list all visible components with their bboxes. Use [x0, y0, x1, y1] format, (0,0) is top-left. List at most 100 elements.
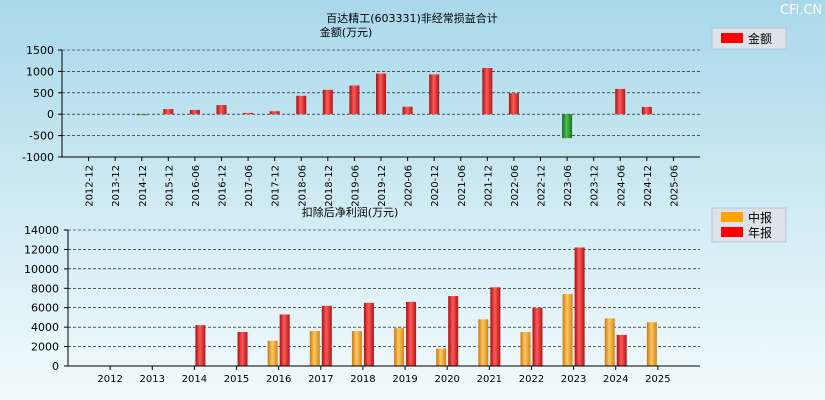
x-tick-label: 2024-06	[616, 165, 627, 207]
legend-swatch-annual	[721, 227, 743, 237]
bar	[616, 334, 627, 366]
bar	[406, 301, 417, 366]
x-tick-label: 2017-12	[271, 165, 282, 207]
bar	[448, 296, 459, 366]
x-tick-label: 2013-12	[111, 165, 122, 207]
x-tick-label: 2013	[140, 374, 165, 385]
chart2-grid	[68, 229, 700, 347]
legend-label-annual: 年报	[748, 225, 772, 240]
y-tick-label: 6000	[31, 302, 59, 315]
y-tick-label: 2000	[31, 341, 59, 354]
x-tick-label: 2025-06	[669, 165, 680, 207]
bar	[490, 287, 501, 366]
x-tick-label: 2023-06	[563, 165, 574, 207]
x-tick-label: 2019	[392, 374, 417, 385]
bar	[189, 109, 200, 115]
x-tick-label: 2022-12	[537, 165, 548, 207]
bar	[562, 114, 573, 139]
bar	[646, 322, 657, 366]
y-tick-label: 0	[52, 360, 59, 373]
chart2-bars	[195, 247, 657, 366]
bar	[429, 74, 440, 115]
bar	[136, 114, 147, 116]
bar	[351, 331, 362, 366]
x-tick-label: 2022	[519, 374, 544, 385]
y-tick-label: 10000	[24, 263, 59, 276]
x-tick-label: 2024	[603, 374, 628, 385]
bar	[532, 307, 543, 366]
x-tick-label: 2025	[645, 374, 670, 385]
x-tick-label: 2019-06	[350, 165, 361, 207]
bar	[309, 331, 320, 366]
x-tick-label: 2024-12	[643, 165, 654, 207]
bar	[402, 106, 413, 115]
x-tick-label: 2021	[477, 374, 502, 385]
y-tick-label: -500	[29, 130, 54, 143]
bar	[243, 112, 254, 115]
bar	[296, 95, 307, 115]
bar	[237, 332, 248, 366]
x-tick-label: 2012	[97, 374, 122, 385]
bar	[574, 247, 585, 366]
x-tick-label: 2018-06	[297, 165, 308, 207]
x-tick-label: 2023-12	[590, 165, 601, 207]
chart1-y-tick-labels: 1500 1000 500 0 -500 -1000	[22, 44, 62, 164]
x-tick-label: 2015	[224, 374, 249, 385]
x-tick-label: 2021-06	[457, 165, 468, 207]
x-tick-label: 2020-12	[430, 165, 441, 207]
bar	[363, 302, 374, 366]
legend-swatch-interim	[721, 212, 743, 222]
bar	[376, 73, 386, 115]
x-tick-label: 2017-06	[244, 165, 255, 207]
x-tick-label: 2018	[350, 374, 375, 385]
bar	[482, 67, 493, 115]
chart2-y-tick-labels: 14000 12000 10000 8000 6000 4000 2000 0	[24, 224, 68, 373]
bar	[520, 332, 531, 366]
bar	[478, 319, 489, 366]
bar	[562, 294, 573, 366]
x-tick-label: 2020	[434, 374, 459, 385]
chart-deducted-net-profit: 扣除后净利润(万元) 14000 12000 10000 8000 6000 4000 20…	[24, 205, 787, 385]
bar	[641, 106, 652, 115]
bar	[436, 348, 447, 366]
x-tick-label: 2012-12	[85, 165, 96, 207]
bar	[163, 109, 174, 115]
x-tick-label: 2021-12	[483, 165, 494, 207]
chart2-axes	[67, 230, 700, 367]
x-tick-label: 2016-06	[191, 165, 202, 207]
bar	[508, 93, 519, 115]
y-tick-label: 8000	[31, 282, 59, 295]
chart1-x-tick-labels: 2012-12 2013-12 2014-12 2015-12 2016-06 2016-…	[85, 157, 680, 207]
chart1-subtitle: 金额(万元)	[320, 25, 373, 39]
x-tick-label: 2019-12	[377, 165, 388, 207]
y-tick-label: 1500	[26, 44, 54, 57]
bar	[615, 88, 626, 115]
chart2-x-tick-labels: 2012 2013 2014 2015 2016 2017 2018 2019 2020 2021…	[97, 366, 671, 385]
watermark: CFi.CN	[780, 3, 822, 18]
y-tick-label: 500	[33, 87, 54, 100]
x-tick-label: 2023	[561, 374, 586, 385]
x-tick-label: 2015-12	[164, 165, 175, 207]
legend-label-amount: 金额	[748, 31, 772, 46]
bar	[349, 85, 360, 115]
bar	[394, 328, 405, 366]
y-tick-label: -1000	[22, 151, 54, 164]
x-tick-label: 2016-12	[218, 165, 229, 207]
bar	[216, 104, 227, 115]
bar	[195, 325, 206, 366]
bar	[604, 318, 615, 366]
chart1-bars	[136, 67, 652, 139]
chart2-legend: 中报 年报	[711, 207, 787, 243]
y-tick-label: 4000	[31, 321, 59, 334]
x-tick-label: 2014-12	[138, 165, 149, 207]
x-tick-label: 2020-06	[404, 165, 415, 207]
chart1-title: 百达精工(603331)非经常损益合计	[326, 11, 498, 25]
y-tick-label: 12000	[24, 243, 59, 256]
bar	[269, 111, 280, 115]
y-tick-label: 1000	[26, 65, 54, 78]
x-tick-label: 2017	[308, 374, 333, 385]
y-tick-label: 0	[47, 108, 54, 121]
chart1-legend: 金额	[711, 27, 787, 50]
x-tick-label: 2016	[266, 374, 291, 385]
